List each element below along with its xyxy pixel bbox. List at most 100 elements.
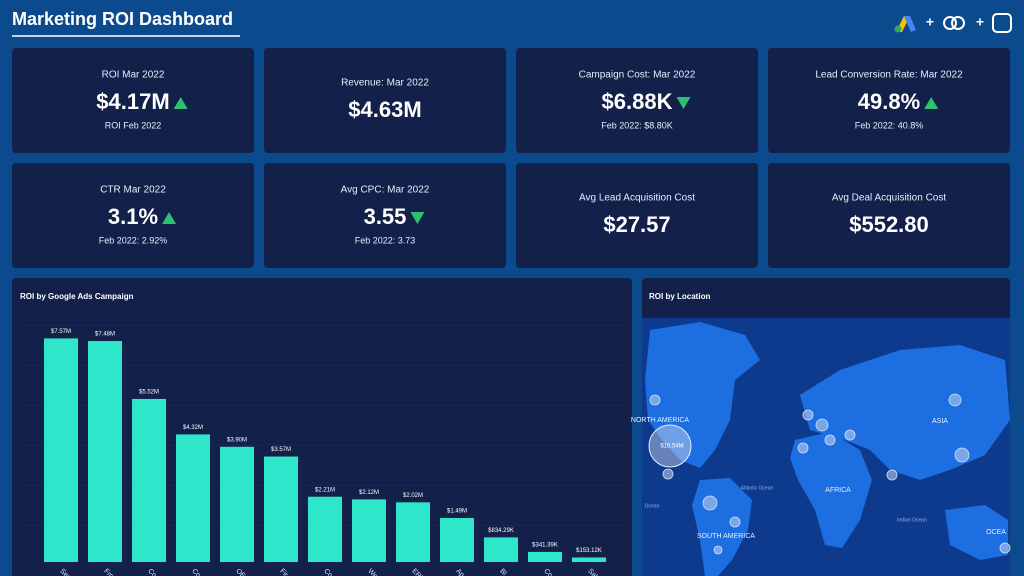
data-label: $2.21M <box>315 487 335 493</box>
kpi-title: Lead Conversion Rate: Mar 2022 <box>815 70 963 81</box>
map-title: ROI by Location <box>649 292 710 301</box>
map-bubble-decor <box>713 545 723 555</box>
kpi-value: $6.88K <box>602 89 673 114</box>
x-tick-label: Sal <box>586 568 598 576</box>
x-tick-label: Ap <box>454 568 465 576</box>
bar <box>220 446 254 562</box>
kpi-title: CTR Mar 2022 <box>100 185 166 196</box>
kpi-subtitle: Feb 2022: 3.73 <box>355 235 416 245</box>
map-bubble-decor <box>824 434 836 446</box>
kpi-value: 3.1% <box>108 204 158 229</box>
map-label: Ocean <box>645 503 660 509</box>
data-label: $3.90M <box>227 437 247 443</box>
map-bubble-decor <box>802 409 814 421</box>
map-label: SOUTH AMERICA <box>697 533 755 540</box>
bar <box>308 496 342 562</box>
kpi-title: Campaign Cost: Mar 2022 <box>579 70 696 81</box>
kpi-card <box>264 48 506 153</box>
map-bubble-decor <box>649 394 661 406</box>
bar <box>132 398 166 562</box>
data-label: $2.12M <box>359 490 379 496</box>
data-label: $834.29K <box>488 528 514 534</box>
ads-icon-dot <box>894 25 902 33</box>
kpi-card <box>768 48 1010 153</box>
chart-panel <box>12 278 632 576</box>
x-tick-label: OE <box>234 568 246 576</box>
data-label: $5.52M <box>139 390 159 396</box>
data-label: $153.12K <box>576 548 602 554</box>
x-tick-label: Fro <box>102 568 114 576</box>
kpi-title: Revenue: Mar 2022 <box>341 78 429 89</box>
x-tick-label: We <box>366 568 378 576</box>
map-label: ASIA <box>932 418 948 425</box>
bar <box>484 537 518 562</box>
map-bubble-decor <box>886 469 898 481</box>
kpi-title: ROI Mar 2022 <box>102 70 165 81</box>
map-label: Atlantic Ocean <box>741 485 774 491</box>
data-label: $3.57M <box>271 447 291 453</box>
x-tick-label: Fir <box>278 568 289 576</box>
kpi-value: 3.55 <box>364 204 407 229</box>
link-icon <box>943 16 957 30</box>
x-tick-label: Bl <box>498 568 508 576</box>
kpi-card <box>768 163 1010 268</box>
kpi-card <box>264 163 506 268</box>
integration-icons: + + <box>894 13 1012 33</box>
dashboard-title: Marketing ROI Dashboard <box>12 9 233 29</box>
bar <box>572 557 606 562</box>
data-label: $4.32M <box>183 425 203 431</box>
map-label: Indian Ocean <box>897 517 927 523</box>
bar <box>176 434 210 562</box>
bar <box>264 456 298 562</box>
map-bubble-decor <box>999 542 1011 554</box>
kpi-card <box>516 163 758 268</box>
x-tick-label: Sea <box>58 568 72 576</box>
kpi-value: $27.57 <box>603 212 670 237</box>
x-tick-label: Co <box>190 568 201 576</box>
data-label: $2.02M <box>403 493 423 499</box>
x-tick-label: Co <box>542 568 553 576</box>
kpi-value: $4.63M <box>348 97 421 122</box>
kpi-title: Avg Deal Acquisition Cost <box>832 193 947 204</box>
kpi-trend-arrow <box>924 97 939 109</box>
map-bubble-decor <box>662 468 674 480</box>
kpi-title: Avg CPC: Mar 2022 <box>341 185 430 196</box>
oceania <box>945 505 1008 560</box>
kpi-card <box>516 48 758 153</box>
app-icon <box>992 13 1012 33</box>
ads-icon-part <box>904 16 916 32</box>
map-bubble-decor <box>797 442 809 454</box>
kpi-trend-arrow <box>676 97 691 109</box>
map-label: AFRICA <box>825 487 851 494</box>
x-tick-label: ERI <box>410 568 423 576</box>
kpi-trend-arrow <box>173 97 188 109</box>
bar <box>440 517 474 562</box>
map-bubble-decor <box>844 429 856 441</box>
map-bubble-decor <box>815 418 829 432</box>
kpi-value: $552.80 <box>849 212 929 237</box>
data-label: $7.57M <box>51 329 71 335</box>
link-icon <box>951 16 965 30</box>
bar-chart: $7.57M Sea $7.48M Fro $5.52M Co $4.32M Co $3.90M… <box>44 329 606 576</box>
bar <box>528 551 562 562</box>
kpi-title: Avg Lead Acquisition Cost <box>579 193 695 204</box>
data-label: $341.39K <box>532 542 558 548</box>
data-label: $7.48M <box>95 332 115 338</box>
bar <box>44 338 78 562</box>
map-bubble-decor <box>954 447 970 463</box>
map-bubble-decor <box>948 393 962 407</box>
x-tick-label: Co <box>322 568 333 576</box>
data-label: $1.49M <box>447 509 467 515</box>
kpi-subtitle: Feb 2022: 40.8% <box>855 120 924 130</box>
africa <box>790 432 872 548</box>
bar <box>352 499 386 562</box>
map-labels: NORTH AMERICA SOUTH AMERICA AFRICA ASIA OCEA… <box>631 417 1006 540</box>
kpi-value: 49.8% <box>858 89 920 114</box>
eurasia <box>800 345 1010 480</box>
plus: + <box>926 14 934 30</box>
north-america <box>645 322 760 468</box>
kpi-subtitle: Feb 2022: 2.92% <box>99 235 168 245</box>
bar <box>88 341 122 562</box>
